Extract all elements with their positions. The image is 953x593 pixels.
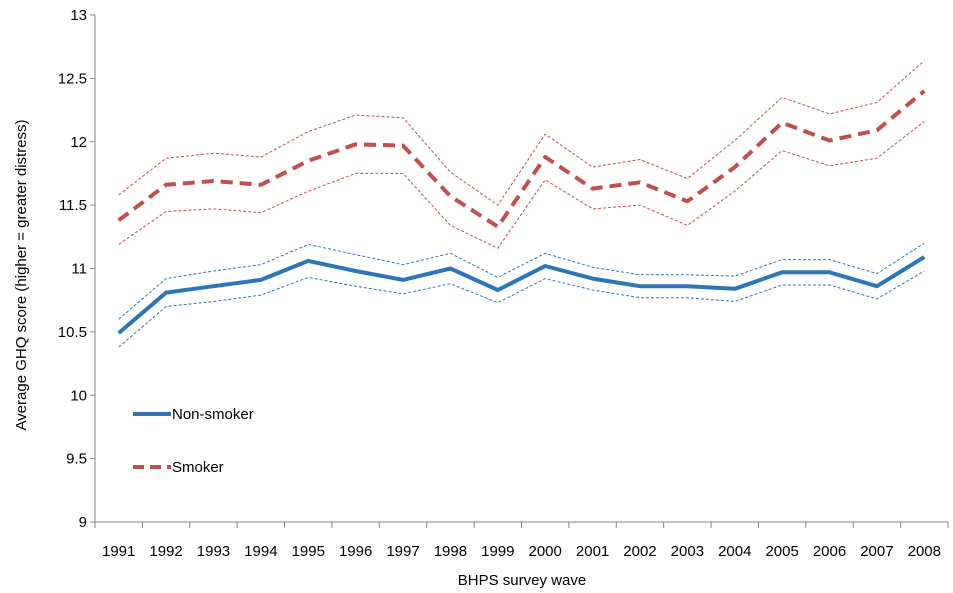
x-tick-label: 1993 [197, 543, 230, 560]
non-smoker-ci-lower-line [118, 270, 925, 348]
y-tick-label: 10.5 [58, 324, 87, 341]
y-tick-label: 13 [70, 7, 87, 24]
series-layer [117, 60, 926, 348]
x-tick-label: 2005 [765, 543, 798, 560]
x-tick-label: 1992 [149, 543, 182, 560]
legend-label-smoker: Smoker [172, 459, 224, 476]
legend-label-non-smoker: Non-smoker [172, 406, 254, 423]
y-tick-label: 12 [70, 134, 87, 151]
x-axis: 1991 1992 1993 1994 1995 1996 1997 1998 1999 2000… [94, 521, 949, 560]
x-tick-label: 1996 [339, 543, 372, 560]
legend: Non-smoker Smoker [133, 406, 254, 476]
x-tick-label: 1998 [434, 543, 467, 560]
y-tick-label: 9 [79, 514, 87, 531]
y-tick-label: 9.5 [66, 451, 87, 468]
smoker-ci-upper-line [118, 60, 925, 206]
x-tick-label: 2007 [860, 543, 893, 560]
x-tick-label: 1999 [481, 543, 514, 560]
smoker-line [117, 89, 926, 229]
y-tick-label: 12.5 [58, 70, 87, 87]
x-tick-label: 1994 [244, 543, 277, 560]
non-smoker-line [117, 255, 926, 335]
y-tick-label: 11 [71, 261, 87, 278]
x-axis-title: BHPS survey wave [458, 572, 586, 589]
y-axis: 9 9.5 10 10.5 11 11.5 12 12.5 13 [58, 7, 96, 531]
x-tick-label: 1991 [102, 543, 135, 560]
x-tick-label: 2006 [813, 543, 846, 560]
x-tick-label: 2003 [671, 543, 704, 560]
x-tick-label: 2008 [908, 543, 941, 560]
y-tick-label: 11.5 [59, 197, 87, 214]
x-tick-label: 2004 [718, 543, 751, 560]
x-tick-label: 1995 [292, 543, 325, 560]
non-smoker-ci-upper-line [118, 242, 925, 320]
x-tick-label: 2001 [576, 543, 609, 560]
x-tick-label: 2002 [623, 543, 656, 560]
x-tick-label: 2000 [529, 543, 562, 560]
y-axis-title: Average GHQ score (higher = greater dist… [13, 119, 30, 430]
smoker-ci-lower-line [118, 121, 925, 249]
x-tick-label: 1997 [386, 543, 419, 560]
y-tick-label: 10 [70, 387, 87, 404]
